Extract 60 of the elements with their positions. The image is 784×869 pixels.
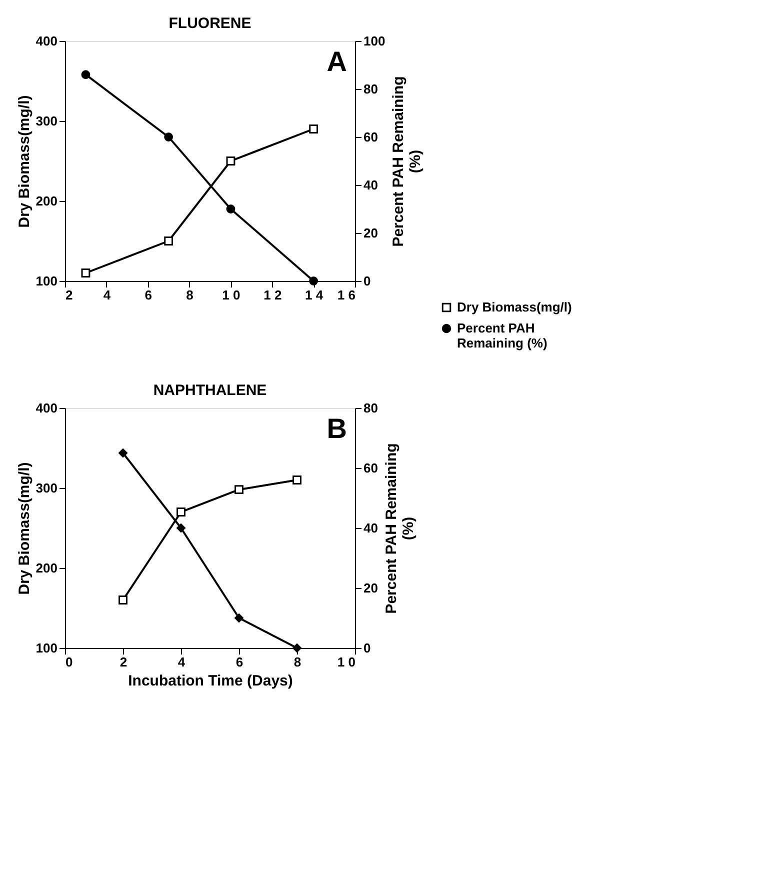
point bbox=[81, 268, 90, 278]
y-tick-label: 400 bbox=[36, 34, 58, 48]
y-tick-label: 400 bbox=[36, 400, 58, 416]
x-axis-title: Incubation Time (Days) bbox=[128, 672, 293, 690]
y2-tick-label: 0 bbox=[364, 640, 371, 656]
x-tick-label: 4 bbox=[178, 654, 186, 670]
x-tick-label: 4 bbox=[103, 288, 112, 302]
x-tick-label: 1 4 bbox=[305, 288, 324, 302]
y-tick-label: 100 bbox=[36, 640, 58, 656]
y2-tick-label: 60 bbox=[364, 460, 378, 476]
y-tick-label: 100 bbox=[36, 274, 58, 288]
point bbox=[234, 485, 244, 494]
x-tick-label: 0 bbox=[66, 654, 73, 670]
y2-tick-label: 100 bbox=[364, 34, 386, 48]
y2-tick-label: 80 bbox=[364, 82, 378, 96]
y2-axis-title: Percent PAH Remaining (%) bbox=[382, 443, 417, 614]
x-tick-label: 1 6 bbox=[337, 288, 356, 302]
x-tick-label: 1 2 bbox=[264, 288, 282, 302]
y2-tick-label: 40 bbox=[364, 178, 378, 192]
x-tick-label: 1 0 bbox=[337, 654, 356, 670]
y2-tick-label: 20 bbox=[364, 226, 378, 240]
x-tick-label: 8 bbox=[186, 288, 194, 302]
y2-tick-label: 20 bbox=[364, 580, 378, 596]
y-tick-label: 300 bbox=[36, 480, 58, 496]
point bbox=[292, 644, 302, 652]
point bbox=[164, 236, 174, 246]
point bbox=[309, 124, 318, 134]
annotation: A bbox=[326, 46, 347, 77]
point bbox=[309, 276, 318, 286]
point bbox=[292, 476, 302, 484]
y-axis-title: Dry Biomass(mg/l) bbox=[16, 95, 33, 228]
point bbox=[234, 614, 244, 622]
y2-axis-title: Percent PAH Remaining (%) bbox=[390, 76, 424, 247]
y2-tick-label: 0 bbox=[364, 274, 371, 288]
x-tick-label: 1 0 bbox=[222, 288, 240, 302]
chart-title: FLUORENE bbox=[168, 15, 252, 32]
point bbox=[118, 596, 128, 604]
point bbox=[118, 448, 128, 458]
x-tick-label: 8 bbox=[294, 654, 302, 670]
point bbox=[226, 204, 236, 214]
y-tick-label: 300 bbox=[36, 114, 58, 128]
point bbox=[176, 508, 186, 516]
x-tick-label: 2 bbox=[66, 288, 73, 302]
y-tick-label: 200 bbox=[36, 194, 58, 208]
point bbox=[176, 524, 186, 532]
y2-tick-label: 80 bbox=[364, 400, 378, 416]
x-tick-label: 2 bbox=[120, 654, 128, 670]
point bbox=[81, 70, 90, 80]
y-axis-title: Dry Biomass(mg/l) bbox=[16, 462, 33, 595]
legend-label: Percent PAH Remaining (%) bbox=[457, 320, 548, 350]
y-tick-label: 200 bbox=[36, 560, 58, 576]
y2-tick-label: 40 bbox=[364, 520, 378, 536]
chart-title: NAPHTHALENE bbox=[153, 382, 267, 399]
point bbox=[164, 132, 174, 142]
x-tick-label: 6 bbox=[144, 288, 152, 302]
x-tick-label: 6 bbox=[236, 654, 244, 670]
point bbox=[226, 156, 236, 166]
y2-tick-label: 60 bbox=[364, 130, 378, 144]
legend-label: Dry Biomass(mg/l) bbox=[457, 300, 572, 314]
annotation: B bbox=[326, 413, 347, 444]
